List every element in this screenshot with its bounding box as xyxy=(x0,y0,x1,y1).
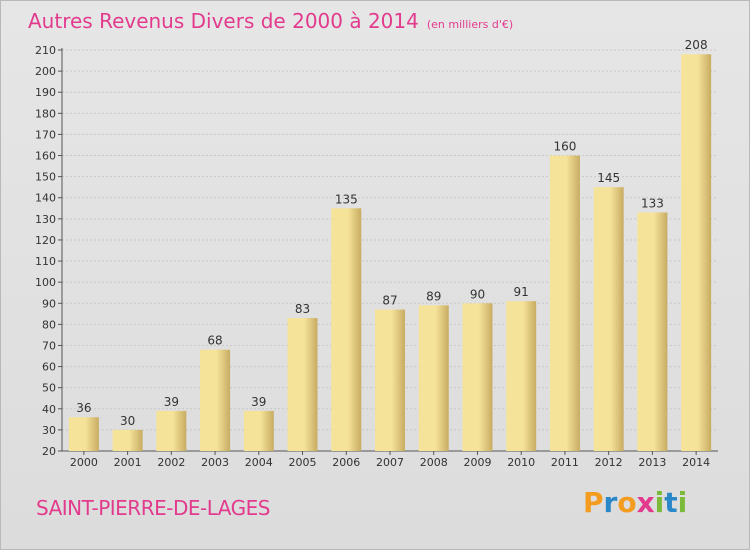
x-tick-label: 2003 xyxy=(201,456,229,469)
bar xyxy=(200,349,231,451)
x-tick-label: 2001 xyxy=(114,456,142,469)
bar xyxy=(112,429,143,451)
x-tick-label: 2009 xyxy=(463,456,491,469)
y-tick-label: 60 xyxy=(42,361,56,374)
y-tick-label: 130 xyxy=(35,213,56,226)
proxiti-logo[interactable]: Proxiti xyxy=(583,486,687,519)
data-label: 91 xyxy=(514,285,529,299)
data-label: 30 xyxy=(120,414,135,428)
logo-letter: r xyxy=(603,486,618,519)
data-label: 145 xyxy=(597,171,620,185)
data-label: 135 xyxy=(335,192,358,206)
bar xyxy=(681,54,712,451)
bar xyxy=(506,301,537,451)
y-tick-label: 150 xyxy=(35,171,56,184)
data-label: 208 xyxy=(685,38,708,52)
bar xyxy=(637,212,668,451)
bar xyxy=(593,187,624,451)
logo-letter: t xyxy=(664,486,678,519)
x-tick-label: 2000 xyxy=(70,456,98,469)
logo-letter: i xyxy=(677,486,688,519)
x-tick-label: 2013 xyxy=(638,456,666,469)
logo-letter: x xyxy=(636,486,655,519)
y-tick-label: 100 xyxy=(35,276,56,289)
logo-letter: o xyxy=(617,486,637,519)
title-unit: (en milliers d'€) xyxy=(426,18,514,31)
bar xyxy=(331,208,362,451)
x-tick-label: 2002 xyxy=(157,456,185,469)
data-label: 39 xyxy=(164,395,179,409)
x-tick-label: 2008 xyxy=(420,456,448,469)
x-tick-label: 2005 xyxy=(289,456,317,469)
y-tick-label: 70 xyxy=(42,339,56,352)
data-label: 36 xyxy=(76,401,91,415)
y-tick-label: 30 xyxy=(42,424,56,437)
bar xyxy=(375,309,405,451)
logo-letter: P xyxy=(583,486,604,519)
chart-title: Autres Revenus Divers de 2000 à 2014 (en … xyxy=(28,9,513,33)
commune-name: SAINT-PIERRE-DE-LAGES xyxy=(36,496,270,520)
data-label: 68 xyxy=(207,334,222,348)
data-label: 133 xyxy=(641,197,664,211)
y-tick-label: 80 xyxy=(42,318,56,331)
bar xyxy=(243,410,274,451)
y-tick-label: 20 xyxy=(42,445,56,458)
data-label: 90 xyxy=(470,287,485,301)
bar xyxy=(156,410,187,451)
y-tick-label: 120 xyxy=(35,234,56,247)
x-tick-label: 2007 xyxy=(376,456,404,469)
y-tick-label: 110 xyxy=(35,255,56,268)
y-tick-label: 210 xyxy=(35,44,56,57)
y-tick-label: 190 xyxy=(35,86,56,99)
bar xyxy=(68,417,99,451)
data-label: 87 xyxy=(382,294,397,308)
logo-letter: i xyxy=(654,486,665,519)
bar xyxy=(287,318,318,451)
y-tick-label: 140 xyxy=(35,192,56,205)
y-tick-label: 50 xyxy=(42,382,56,395)
bars xyxy=(68,54,712,452)
x-tick-label: 2010 xyxy=(507,456,535,469)
y-tick-label: 170 xyxy=(35,128,56,141)
bar xyxy=(549,155,580,452)
y-tick-label: 90 xyxy=(42,297,56,310)
x-tick-label: 2006 xyxy=(332,456,360,469)
x-tick-label: 2011 xyxy=(551,456,579,469)
labels: 36 30 39 68 39 83 135 87 89 90 91 160 145 133 208 xyxy=(76,38,707,428)
data-label: 160 xyxy=(553,140,576,154)
data-label: 83 xyxy=(295,302,310,316)
bar xyxy=(418,305,449,451)
y-tick-label: 200 xyxy=(35,65,56,78)
y-tick-label: 180 xyxy=(35,107,56,120)
y-tick-label: 160 xyxy=(35,150,56,163)
x-tick-label: 2004 xyxy=(245,456,273,469)
title-text: Autres Revenus Divers de 2000 à 2014 xyxy=(28,9,419,33)
x-tick-label: 2014 xyxy=(682,456,710,469)
x-tick-label: 2012 xyxy=(595,456,623,469)
data-label: 39 xyxy=(251,395,266,409)
y-tick-label: 40 xyxy=(42,403,56,416)
data-label: 89 xyxy=(426,289,441,303)
bar xyxy=(462,303,493,451)
